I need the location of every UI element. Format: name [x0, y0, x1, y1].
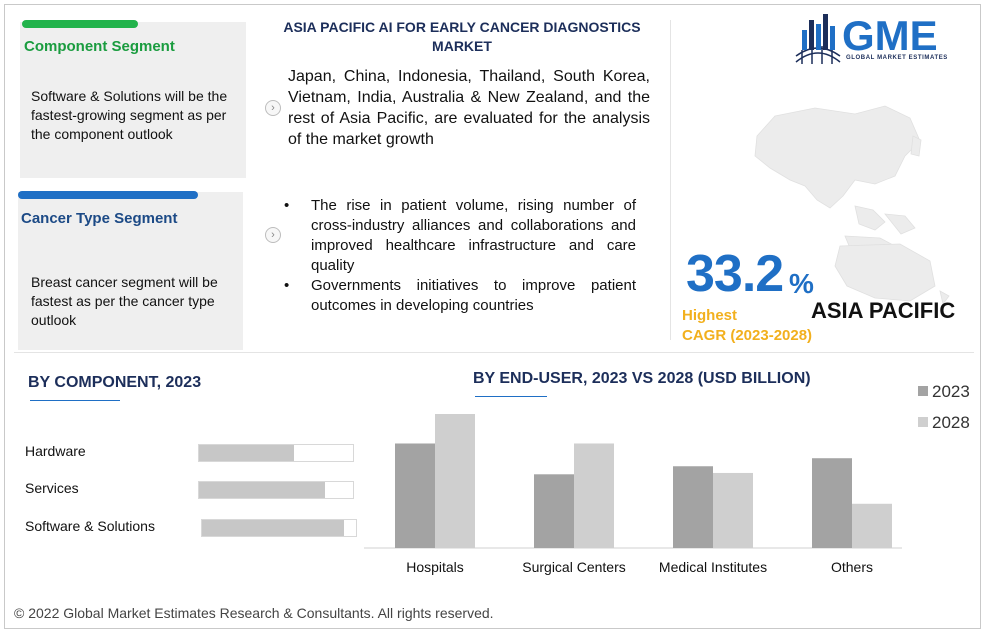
legend-label: 2028: [932, 413, 970, 432]
component-bar-label: Services: [25, 480, 79, 496]
component-chart-title: BY COMPONENT, 2023: [28, 374, 202, 391]
component-segment-text: Software & Solutions will be the fastest…: [31, 88, 228, 142]
component-title-underline: [30, 400, 120, 401]
cagr-value: 33.2: [686, 245, 784, 303]
chevron-right-icon: ›: [265, 100, 281, 116]
page-title: ASIA PACIFIC AI FOR EARLY CANCER DIAGNOS…: [283, 19, 641, 54]
cagr-label-highest: Highest: [682, 307, 738, 324]
column-divider: [670, 20, 671, 340]
drivers-list: • The rise in patient volume, rising numb…: [284, 196, 636, 316]
asia-pacific-map-icon: [754, 105, 950, 305]
legend-swatch: [918, 417, 928, 427]
cagr-label-period: CAGR (2023-2028): [682, 327, 813, 344]
bar-2028: [574, 443, 614, 548]
component-bar: [199, 482, 326, 498]
bullet-icon: •: [284, 277, 290, 294]
driver-text: The rise in patient volume, rising numbe…: [311, 197, 636, 274]
bar-2028: [852, 503, 892, 548]
enduser-bar-chart: Hospitals Surgical Centers Medical Institu…: [364, 414, 902, 575]
cancer-type-segment-title: Cancer Type Segment: [21, 210, 178, 227]
gme-logo: GME: [795, 12, 938, 64]
region-overview-text: Japan, China, Indonesia, Thailand, South…: [288, 68, 650, 148]
component-segment-title: Component Segment: [24, 38, 175, 55]
component-segment-accent: [22, 20, 138, 28]
cancer-type-segment-text: Breast cancer segment will be fastest as…: [31, 274, 218, 328]
section-divider: [14, 352, 974, 353]
infographic-frame: [4, 4, 981, 629]
component-bar-label: Software & Solutions: [25, 518, 155, 534]
cancer-type-segment-accent: [18, 191, 198, 199]
bar-2023: [395, 443, 435, 548]
component-bar-track: [201, 519, 357, 537]
component-segment-card: [20, 22, 246, 178]
bullet-icon: •: [284, 197, 290, 214]
logo-text: GME: [842, 12, 938, 59]
driver-text: Governments initiatives to improve patie…: [311, 277, 636, 314]
x-tick-label: Surgical Centers: [522, 559, 626, 575]
chevron-right-icon: ›: [265, 227, 281, 243]
copyright-text: © 2022 Global Market Estimates Research …: [14, 605, 494, 621]
legend-label: 2023: [932, 382, 970, 401]
legend-item-2028: 2028: [918, 413, 970, 433]
enduser-title-underline: [475, 396, 547, 397]
cagr-unit: %: [789, 268, 814, 299]
list-item: • The rise in patient volume, rising numb…: [284, 196, 636, 276]
logo-subtitle: GLOBAL MARKET ESTIMATES: [846, 55, 948, 61]
component-bar: [202, 520, 344, 536]
region-label: ASIA PACIFIC: [811, 298, 956, 323]
x-tick-label: Others: [831, 559, 873, 575]
list-item: • Governments initiatives to improve pati…: [284, 276, 636, 316]
component-bar: [199, 445, 295, 461]
legend-item-2023: 2023: [918, 382, 970, 402]
component-bar-track: [198, 481, 354, 499]
city-bars-icon: [802, 14, 835, 50]
legend-swatch: [918, 386, 928, 396]
component-bar-track: [198, 444, 354, 462]
x-tick-label: Medical Institutes: [659, 559, 767, 575]
enduser-chart-title: BY END-USER, 2023 VS 2028 (USD BILLION): [473, 370, 811, 387]
bar-2023: [673, 466, 713, 548]
bar-2028: [713, 472, 753, 548]
cancer-type-segment-card: [18, 192, 243, 350]
bar-2023: [534, 474, 574, 548]
component-bar-label: Hardware: [25, 443, 86, 459]
bar-2023: [812, 458, 852, 548]
bar-2028: [435, 414, 475, 548]
x-tick-label: Hospitals: [406, 559, 464, 575]
